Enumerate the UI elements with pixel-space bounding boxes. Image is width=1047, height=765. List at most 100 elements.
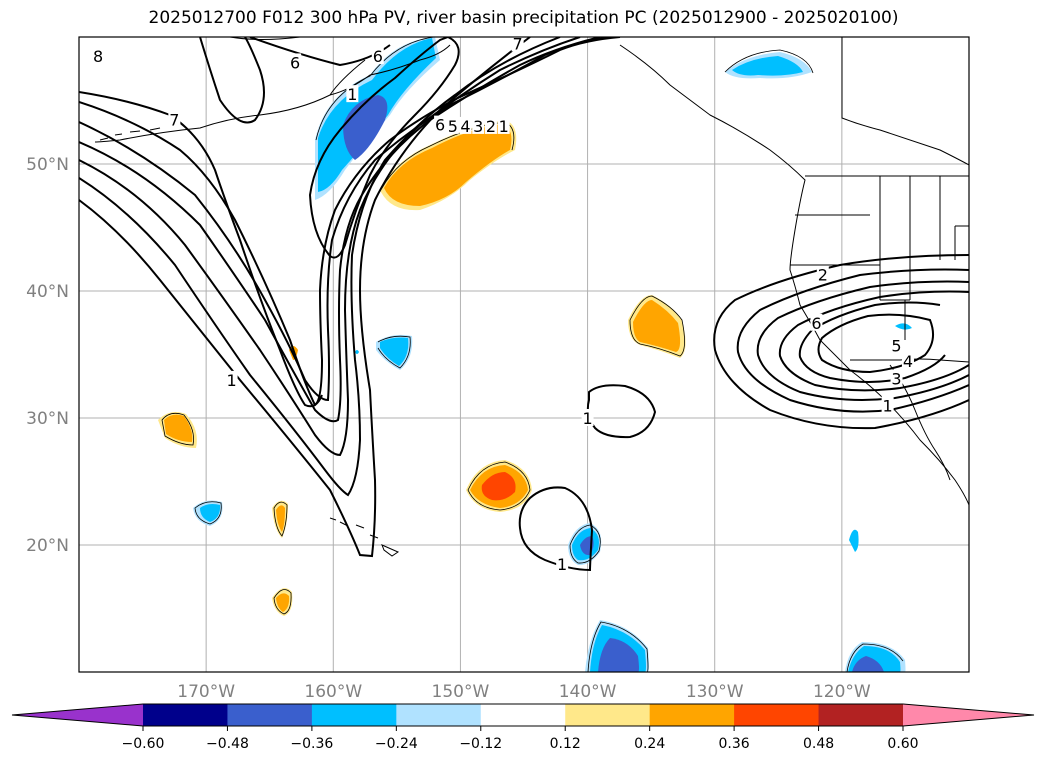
coastlines — [94, 37, 969, 557]
lat-tick-label: 50°N — [26, 155, 69, 175]
colorbar-segment — [311, 704, 397, 726]
outline-canada — [724, 49, 814, 74]
pv-cutoff-1 — [713, 254, 969, 430]
pv-closed-2 — [518, 486, 594, 572]
colorbar-segment — [480, 704, 566, 726]
colorbar-segment — [143, 704, 228, 726]
lon-tick-label: 140°W — [559, 682, 617, 702]
pv-closed-1 — [586, 384, 657, 439]
neg-shade-bottom-1-core — [598, 638, 639, 672]
neg-shade-small-3 — [849, 529, 859, 552]
pv-cutoff-6 — [817, 313, 935, 374]
contour-label-bg — [484, 116, 497, 134]
neg-shade-canada-core — [732, 56, 803, 76]
contour-label: 1 — [582, 409, 592, 428]
gridlines — [79, 37, 969, 672]
state-lines — [790, 176, 969, 340]
colorbar-segment — [396, 704, 482, 726]
neg-shade-small-4 — [895, 323, 912, 330]
pos-shade-west-core — [164, 414, 193, 442]
contour-label: 7 — [513, 34, 523, 53]
colorbar-tick-label: −0.48 — [206, 736, 249, 752]
contour-label-bg — [289, 53, 302, 71]
neg-shade-gulf-core — [343, 95, 388, 160]
coast-baja — [889, 364, 951, 481]
lat-tick-label: 20°N — [26, 536, 69, 556]
contour-label-bg — [816, 265, 829, 283]
outline-mid — [629, 295, 685, 357]
colorbar-tick-label: 0.36 — [719, 736, 750, 752]
outline-bottom-1 — [587, 621, 649, 672]
pos-shade-sub-core — [481, 472, 516, 501]
colorbar: −0.60 −0.48 −0.36 −0.24 −0.12 0.12 0.24 0.36 0.4… — [11, 703, 1035, 752]
contour-label: 6 — [373, 47, 383, 66]
contour-label-bg — [446, 116, 459, 134]
coast-bc — [619, 44, 969, 506]
outline-small-2 — [194, 501, 222, 525]
pv-upper-b — [249, 37, 391, 67]
outline-small-4 — [273, 501, 288, 537]
border-canada-alaska — [841, 37, 969, 166]
neg-shade-small-5 — [355, 350, 359, 354]
pv-cutoff-4 — [778, 290, 969, 392]
pos-shade-mid-core — [633, 300, 681, 352]
pos-shade-ne-pacific-core — [384, 124, 512, 206]
colorbar-extend-low — [12, 704, 143, 726]
outline-bottom-2 — [846, 643, 904, 672]
colorbar-tick-label: 0.48 — [803, 736, 834, 752]
outline-gulf — [315, 37, 435, 141]
colorbar-tick-label: −0.12 — [459, 736, 502, 752]
contour-label: 8 — [93, 47, 103, 66]
pv-trough-c2 — [79, 37, 561, 497]
aleutians — [99, 125, 179, 141]
contour-label: 5 — [448, 117, 458, 136]
coast-alaska-south — [94, 37, 366, 143]
contour-label: 3 — [891, 370, 901, 389]
pv-trough-c3 — [79, 37, 581, 457]
contour-label: 5 — [891, 337, 901, 356]
contour-label: 7 — [169, 111, 179, 130]
lat-tick-label: 30°N — [26, 409, 69, 429]
colorbar-segment — [818, 704, 904, 726]
axis-labels: 50°N 40°N 30°N 20°N 170°W 160°W 150°W 140°W 130°… — [26, 155, 871, 702]
colorbar-tick-label: 0.12 — [550, 736, 581, 752]
contour-label-bg — [225, 370, 238, 388]
outline-small-1 — [377, 335, 411, 369]
contour-label-bg — [556, 555, 569, 573]
neg-shade-bottom-2-core — [852, 656, 884, 672]
colorbar-extend-high — [903, 704, 1034, 726]
contour-label-bg — [810, 313, 823, 331]
contour-label-bg — [890, 369, 903, 387]
precipitation-shading — [158, 37, 912, 672]
map-title: 2025012700 F012 300 hPa PV, river basin … — [148, 8, 899, 28]
colorbar-segment — [565, 704, 651, 726]
colorbar-segment — [734, 704, 820, 726]
pv-upper-a — [199, 37, 265, 124]
contour-label: 6 — [811, 314, 821, 333]
contour-label: 1 — [347, 85, 357, 104]
pv-trough-c6 — [79, 37, 621, 407]
precip-outlines — [161, 37, 904, 672]
colorbar-tick-label: −0.24 — [375, 736, 418, 752]
colorbar-segment — [649, 704, 735, 726]
pv-cutoff-5 — [798, 301, 946, 383]
lon-tick-label: 150°W — [432, 682, 490, 702]
contour-label-bg — [371, 47, 384, 65]
contour-label-bg — [881, 396, 894, 414]
outline-small-3 — [273, 589, 292, 615]
contour-label: 4 — [903, 352, 913, 371]
neg-shade-small-1-core — [380, 337, 409, 366]
contour-label-bg — [497, 116, 510, 134]
contour-label-bg — [511, 37, 524, 52]
contour-label-bg — [168, 110, 181, 128]
contour-label: 2 — [486, 117, 496, 136]
contour-label: 6 — [435, 116, 445, 135]
map-frame — [78, 36, 970, 673]
contour-label-bg — [92, 47, 105, 65]
pv-cutoff-3 — [756, 280, 969, 401]
pv-trough-c1 — [79, 37, 531, 558]
colorbar-segment — [227, 704, 313, 726]
hawaii — [329, 517, 400, 557]
